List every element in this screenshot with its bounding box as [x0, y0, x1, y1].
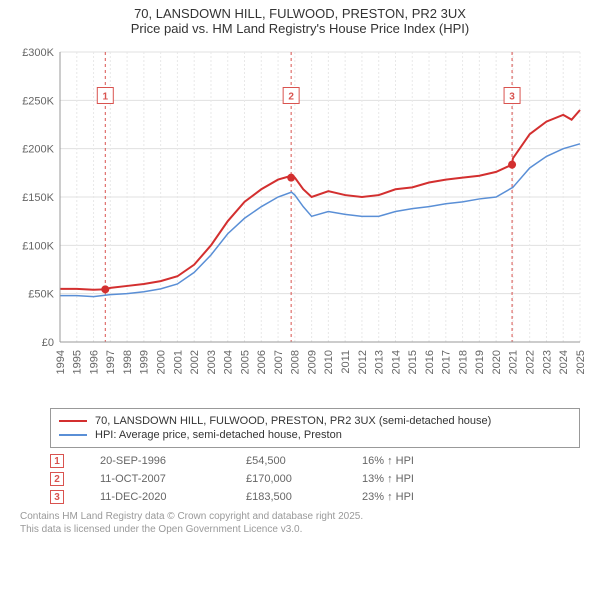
- svg-text:2001: 2001: [172, 350, 184, 374]
- svg-text:1995: 1995: [72, 350, 84, 374]
- table-row: 1 20-SEP-1996 £54,500 16% ↑ HPI: [50, 454, 580, 468]
- svg-text:2011: 2011: [340, 350, 352, 374]
- svg-text:2016: 2016: [424, 350, 436, 374]
- svg-text:2022: 2022: [525, 350, 537, 374]
- svg-text:2013: 2013: [374, 350, 386, 374]
- transactions-table: 1 20-SEP-1996 £54,500 16% ↑ HPI 2 11-OCT…: [50, 454, 580, 504]
- txn-hpi: 13% ↑ HPI: [362, 473, 452, 485]
- txn-price: £183,500: [246, 491, 326, 503]
- svg-text:2025: 2025: [575, 350, 587, 374]
- txn-date: 20-SEP-1996: [100, 455, 210, 467]
- legend-row-2: HPI: Average price, semi-detached house,…: [59, 429, 571, 441]
- svg-text:2018: 2018: [457, 350, 469, 374]
- txn-hpi: 23% ↑ HPI: [362, 491, 452, 503]
- table-row: 3 11-DEC-2020 £183,500 23% ↑ HPI: [50, 490, 580, 504]
- svg-text:2015: 2015: [407, 350, 419, 374]
- svg-text:£100K: £100K: [22, 240, 54, 252]
- txn-date: 11-DEC-2020: [100, 491, 210, 503]
- legend-label-2: HPI: Average price, semi-detached house,…: [95, 429, 342, 441]
- svg-text:2012: 2012: [357, 350, 369, 374]
- svg-text:2005: 2005: [239, 350, 251, 374]
- svg-text:3: 3: [509, 92, 515, 103]
- footnote-line-2: This data is licensed under the Open Gov…: [20, 523, 580, 536]
- svg-text:2002: 2002: [189, 350, 201, 374]
- svg-text:2003: 2003: [206, 350, 218, 374]
- footnote-line-1: Contains HM Land Registry data © Crown c…: [20, 510, 580, 523]
- line-chart-svg: £0 £50K £100K £150K £200K £250K £300K 1994 1995 1…: [10, 42, 590, 402]
- txn-price: £170,000: [246, 473, 326, 485]
- svg-text:£150K: £150K: [22, 192, 54, 204]
- callout-badge-2: 2: [50, 472, 64, 486]
- svg-text:1996: 1996: [88, 350, 100, 374]
- svg-text:1998: 1998: [122, 350, 134, 374]
- legend-row-1: 70, LANSDOWN HILL, FULWOOD, PRESTON, PR2…: [59, 415, 571, 427]
- svg-text:2008: 2008: [290, 350, 302, 374]
- txn-price: £54,500: [246, 455, 326, 467]
- title-line-2: Price paid vs. HM Land Registry's House …: [10, 21, 590, 36]
- svg-text:2000: 2000: [155, 350, 167, 374]
- svg-text:2009: 2009: [306, 350, 318, 374]
- legend-swatch-blue: [59, 434, 87, 436]
- txn-date: 11-OCT-2007: [100, 473, 210, 485]
- callout-badge-3: 3: [50, 490, 64, 504]
- svg-text:2023: 2023: [541, 350, 553, 374]
- svg-text:2024: 2024: [558, 350, 570, 374]
- legend-label-1: 70, LANSDOWN HILL, FULWOOD, PRESTON, PR2…: [95, 415, 491, 427]
- svg-text:1997: 1997: [105, 350, 117, 374]
- svg-text:£0: £0: [42, 337, 54, 349]
- svg-text:1999: 1999: [139, 350, 151, 374]
- chart-area: £0 £50K £100K £150K £200K £250K £300K 1994 1995 1…: [10, 42, 590, 402]
- svg-text:2020: 2020: [491, 350, 503, 374]
- svg-text:1: 1: [103, 92, 109, 103]
- svg-text:2017: 2017: [441, 350, 453, 374]
- table-row: 2 11-OCT-2007 £170,000 13% ↑ HPI: [50, 472, 580, 486]
- svg-text:2010: 2010: [323, 350, 335, 374]
- svg-text:2019: 2019: [474, 350, 486, 374]
- svg-text:2021: 2021: [508, 350, 520, 374]
- series-legend: 70, LANSDOWN HILL, FULWOOD, PRESTON, PR2…: [50, 408, 580, 448]
- svg-text:2014: 2014: [390, 350, 402, 374]
- svg-text:2007: 2007: [273, 350, 285, 374]
- svg-text:2004: 2004: [223, 350, 235, 374]
- svg-text:2: 2: [288, 92, 294, 103]
- svg-text:£300K: £300K: [22, 47, 54, 59]
- chart-title: 70, LANSDOWN HILL, FULWOOD, PRESTON, PR2…: [0, 0, 600, 38]
- svg-text:£50K: £50K: [28, 289, 54, 301]
- svg-text:£250K: £250K: [22, 95, 54, 107]
- title-line-1: 70, LANSDOWN HILL, FULWOOD, PRESTON, PR2…: [10, 6, 590, 21]
- footnote: Contains HM Land Registry data © Crown c…: [20, 510, 580, 536]
- svg-text:£200K: £200K: [22, 144, 54, 156]
- svg-text:2006: 2006: [256, 350, 268, 374]
- legend-swatch-red: [59, 420, 87, 422]
- txn-hpi: 16% ↑ HPI: [362, 455, 452, 467]
- svg-text:1994: 1994: [55, 350, 67, 374]
- callout-badge-1: 1: [50, 454, 64, 468]
